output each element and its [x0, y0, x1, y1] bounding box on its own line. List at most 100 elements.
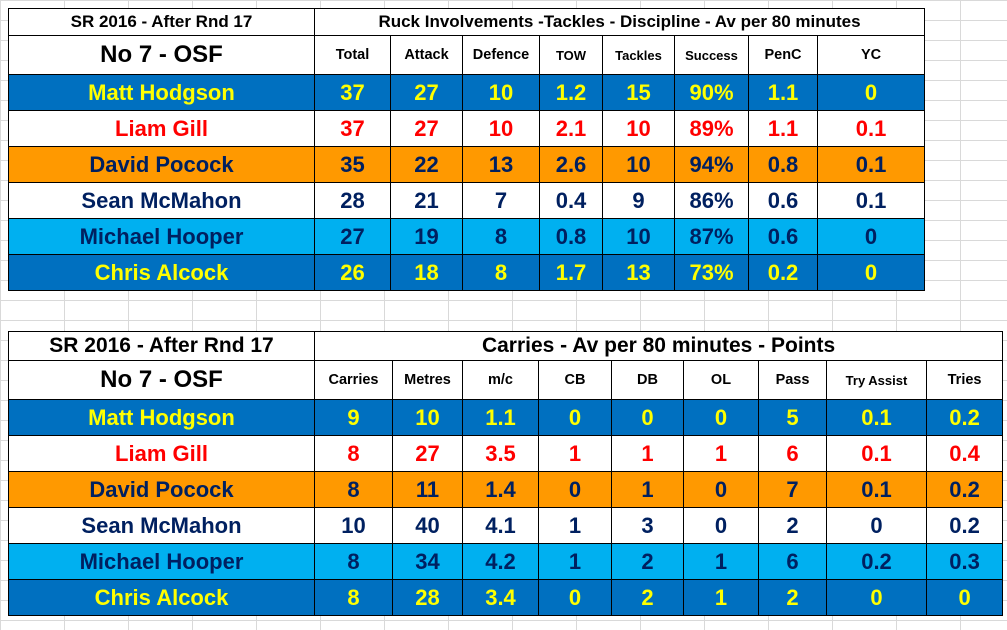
- stat-cell[interactable]: 34: [392, 543, 463, 580]
- stat-cell[interactable]: 2: [758, 507, 827, 544]
- stat-cell[interactable]: 0: [683, 399, 759, 436]
- stat-cell[interactable]: 3.4: [462, 579, 539, 616]
- stat-cell[interactable]: 22: [390, 146, 463, 183]
- stat-cell[interactable]: 7: [462, 182, 540, 219]
- stat-cell[interactable]: 8: [314, 543, 393, 580]
- stat-cell[interactable]: 0.4: [925, 435, 1004, 472]
- stat-cell[interactable]: 0.4: [539, 182, 603, 219]
- column-header[interactable]: Defence: [462, 35, 540, 75]
- stat-cell[interactable]: 27: [390, 74, 463, 111]
- column-header[interactable]: DB: [611, 360, 684, 400]
- stat-cell[interactable]: 10: [462, 110, 540, 147]
- stat-cell[interactable]: 0: [538, 471, 612, 508]
- stat-cell[interactable]: 0.2: [748, 254, 818, 291]
- stat-cell[interactable]: 86%: [674, 182, 749, 219]
- stat-cell[interactable]: 4.1: [462, 507, 539, 544]
- column-header[interactable]: Total: [314, 35, 391, 75]
- stat-cell[interactable]: 0.8: [748, 146, 818, 183]
- stat-cell[interactable]: 8: [462, 218, 540, 255]
- stat-cell[interactable]: 73%: [674, 254, 749, 291]
- stat-cell[interactable]: 0: [538, 399, 612, 436]
- stat-cell[interactable]: 26: [314, 254, 391, 291]
- stat-cell[interactable]: 13: [462, 146, 540, 183]
- stat-cell[interactable]: 28: [314, 182, 391, 219]
- stat-cell[interactable]: 0: [611, 399, 684, 436]
- stat-cell[interactable]: 19: [390, 218, 463, 255]
- stat-cell[interactable]: 0.1: [816, 110, 926, 147]
- stat-cell[interactable]: 0.3: [925, 543, 1004, 580]
- stat-cell[interactable]: 5: [758, 399, 827, 436]
- stat-cell[interactable]: 1.7: [539, 254, 603, 291]
- player-name-cell[interactable]: Chris Alcock: [8, 579, 315, 616]
- stat-cell[interactable]: 27: [392, 435, 463, 472]
- stat-cell[interactable]: 37: [314, 110, 391, 147]
- stat-cell[interactable]: 37: [314, 74, 391, 111]
- column-header[interactable]: Tries: [925, 360, 1004, 400]
- column-header[interactable]: TOW: [539, 35, 603, 75]
- section-title[interactable]: Carries - Av per 80 minutes - Points: [313, 331, 1004, 361]
- stat-cell[interactable]: 1: [538, 543, 612, 580]
- stat-cell[interactable]: 1: [538, 507, 612, 544]
- stat-cell[interactable]: 1.1: [462, 399, 539, 436]
- stat-cell[interactable]: 3.5: [462, 435, 539, 472]
- stat-cell[interactable]: 1: [611, 471, 684, 508]
- stat-cell[interactable]: 8: [314, 471, 393, 508]
- player-name-cell[interactable]: Sean McMahon: [8, 182, 315, 219]
- player-name-cell[interactable]: David Pocock: [8, 471, 315, 508]
- section-title[interactable]: Ruck Involvements -Tackles - Discipline …: [313, 8, 926, 36]
- player-name-cell[interactable]: Michael Hooper: [8, 218, 315, 255]
- column-header[interactable]: PenC: [748, 35, 818, 75]
- stat-cell[interactable]: 10: [314, 507, 393, 544]
- stat-cell[interactable]: 8: [462, 254, 540, 291]
- stat-cell[interactable]: 10: [602, 218, 675, 255]
- column-header[interactable]: Tackles: [602, 35, 675, 75]
- stat-cell[interactable]: 21: [390, 182, 463, 219]
- stat-cell[interactable]: 0.2: [826, 543, 927, 580]
- stat-cell[interactable]: 2: [611, 579, 684, 616]
- column-header[interactable]: Try Assist: [826, 360, 927, 400]
- stat-cell[interactable]: 35: [314, 146, 391, 183]
- stat-cell[interactable]: 0.1: [826, 399, 927, 436]
- stat-cell[interactable]: 0: [538, 579, 612, 616]
- stat-cell[interactable]: 10: [602, 110, 675, 147]
- stat-cell[interactable]: 0.6: [748, 182, 818, 219]
- stat-cell[interactable]: 10: [602, 146, 675, 183]
- stat-cell[interactable]: 2.1: [539, 110, 603, 147]
- stat-cell[interactable]: 1: [611, 435, 684, 472]
- column-header[interactable]: m/c: [462, 360, 539, 400]
- stat-cell[interactable]: 10: [392, 399, 463, 436]
- stat-cell[interactable]: 0: [816, 74, 926, 111]
- stat-cell[interactable]: 2: [611, 543, 684, 580]
- stat-cell[interactable]: 8: [314, 579, 393, 616]
- column-header[interactable]: Carries: [314, 360, 393, 400]
- sheet-title[interactable]: SR 2016 - After Rnd 17: [8, 331, 315, 361]
- player-name-cell[interactable]: Sean McMahon: [8, 507, 315, 544]
- stat-cell[interactable]: 1: [538, 435, 612, 472]
- player-name-cell[interactable]: Michael Hooper: [8, 543, 315, 580]
- stat-cell[interactable]: 27: [314, 218, 391, 255]
- position-label[interactable]: No 7 - OSF: [8, 35, 315, 75]
- stat-cell[interactable]: 40: [392, 507, 463, 544]
- column-header[interactable]: YC: [816, 35, 926, 75]
- stat-cell[interactable]: 9: [602, 182, 675, 219]
- player-name-cell[interactable]: Liam Gill: [8, 435, 315, 472]
- stat-cell[interactable]: 90%: [674, 74, 749, 111]
- player-name-cell[interactable]: Chris Alcock: [8, 254, 315, 291]
- stat-cell[interactable]: 0: [826, 507, 927, 544]
- stat-cell[interactable]: 94%: [674, 146, 749, 183]
- stat-cell[interactable]: 1.2: [539, 74, 603, 111]
- player-name-cell[interactable]: Matt Hodgson: [8, 399, 315, 436]
- column-header[interactable]: Attack: [390, 35, 463, 75]
- column-header[interactable]: CB: [538, 360, 612, 400]
- stat-cell[interactable]: 1.4: [462, 471, 539, 508]
- column-header[interactable]: Success: [674, 35, 749, 75]
- stat-cell[interactable]: 87%: [674, 218, 749, 255]
- stat-cell[interactable]: 11: [392, 471, 463, 508]
- player-name-cell[interactable]: Matt Hodgson: [8, 74, 315, 111]
- player-name-cell[interactable]: Liam Gill: [8, 110, 315, 147]
- stat-cell[interactable]: 2.6: [539, 146, 603, 183]
- stat-cell[interactable]: 0.8: [539, 218, 603, 255]
- stat-cell[interactable]: 0.2: [925, 471, 1004, 508]
- stat-cell[interactable]: 0.1: [826, 471, 927, 508]
- stat-cell[interactable]: 10: [462, 74, 540, 111]
